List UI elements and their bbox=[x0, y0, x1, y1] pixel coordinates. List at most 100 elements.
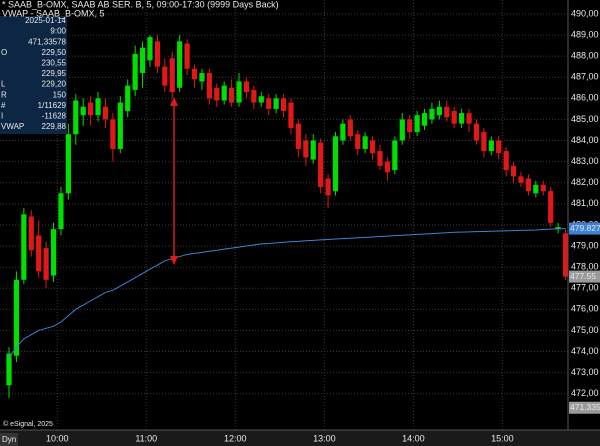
candle-body bbox=[191, 68, 198, 80]
candle-body bbox=[80, 106, 86, 116]
data-window bbox=[0, 16, 67, 134]
candle-body bbox=[139, 47, 146, 74]
candle-body bbox=[436, 106, 442, 116]
candle-body bbox=[421, 113, 428, 126]
vwap-line bbox=[8, 228, 566, 359]
tab[interactable] bbox=[0, 433, 18, 446]
price-tag bbox=[569, 401, 600, 414]
candle-body bbox=[310, 140, 316, 160]
data-window-value: 229,88 bbox=[42, 122, 67, 131]
candle-body bbox=[102, 106, 109, 120]
y-tick-label: 482,00 bbox=[571, 177, 599, 187]
y-tick-label: 481,00 bbox=[571, 198, 599, 208]
candle-body bbox=[169, 58, 175, 92]
data-window-value: 229,95 bbox=[42, 69, 67, 78]
candle-body bbox=[50, 229, 57, 276]
candle-body bbox=[355, 134, 361, 149]
candle-body bbox=[384, 161, 391, 173]
data-window-value: 2025-01-14 bbox=[25, 16, 66, 25]
candle-body bbox=[562, 233, 569, 277]
y-tick-label: 483,00 bbox=[571, 156, 599, 166]
y-tick-label: 473,00 bbox=[571, 367, 599, 377]
candle-body bbox=[229, 87, 235, 103]
candle-body bbox=[340, 123, 346, 141]
candle-body bbox=[73, 100, 79, 135]
candle-body bbox=[125, 85, 131, 111]
y-tick-label: 487,00 bbox=[571, 72, 599, 82]
y-tick-label: 488,00 bbox=[571, 50, 599, 60]
candle-body bbox=[332, 136, 339, 192]
candle-body bbox=[459, 113, 465, 124]
candle-body bbox=[555, 227, 561, 230]
candle-body bbox=[43, 248, 49, 280]
candle-body bbox=[236, 81, 242, 103]
data-window-label: L bbox=[1, 80, 6, 89]
candle-body bbox=[206, 73, 212, 99]
candle-body bbox=[251, 89, 257, 103]
time-axis bbox=[0, 430, 600, 446]
candle-body bbox=[132, 54, 138, 90]
candle-body bbox=[21, 214, 27, 280]
y-tick-label: 479,00 bbox=[571, 240, 599, 250]
candle-body bbox=[518, 176, 524, 183]
candle-body bbox=[540, 184, 546, 192]
data-window-label: R bbox=[1, 90, 7, 99]
x-tick-label: 12:00 bbox=[224, 433, 247, 443]
candle-body bbox=[258, 96, 264, 103]
candle-body bbox=[280, 98, 287, 111]
candle-body bbox=[473, 123, 480, 141]
y-tick-label: 486,00 bbox=[571, 93, 599, 103]
price-tag-label: 477.55 bbox=[570, 271, 596, 281]
candle-body bbox=[369, 140, 376, 154]
candle-body bbox=[488, 140, 494, 152]
candle-body bbox=[510, 165, 517, 177]
x-tick-label: 11:00 bbox=[135, 433, 157, 443]
candle-body bbox=[414, 115, 420, 133]
candle-body bbox=[214, 87, 220, 101]
candle-body bbox=[177, 41, 183, 88]
candle-body bbox=[548, 191, 554, 223]
price-tag-label: 471.335 bbox=[570, 402, 600, 412]
candle-body bbox=[288, 102, 294, 128]
chart-title: * SAAB_B-OMX, SAAB AB SER. B, 5, 09:00-1… bbox=[2, 0, 279, 9]
y-tick-label: 475,00 bbox=[571, 325, 599, 335]
data-window-value: 230,55 bbox=[42, 59, 67, 68]
candle-body bbox=[117, 102, 123, 149]
candle-body bbox=[303, 140, 309, 158]
candle-body bbox=[58, 193, 64, 230]
candle-body bbox=[481, 132, 487, 152]
x-tick-label: 14:00 bbox=[402, 433, 425, 443]
candle-body bbox=[221, 85, 227, 101]
data-window-value: 9:00 bbox=[50, 27, 66, 36]
candle-body bbox=[503, 151, 509, 171]
data-window-value: 1/11629 bbox=[38, 101, 67, 110]
candle-body bbox=[347, 119, 353, 137]
candle-body bbox=[533, 184, 539, 194]
data-window-value: 471,33578 bbox=[28, 37, 66, 46]
candle-body bbox=[295, 123, 301, 149]
y-tick-label: 474,00 bbox=[571, 346, 599, 356]
candle-body bbox=[444, 106, 450, 118]
y-tick-label: 485,00 bbox=[571, 114, 599, 124]
x-tick-label: 13:00 bbox=[313, 433, 336, 443]
candle-body bbox=[399, 119, 405, 141]
candle-body bbox=[466, 113, 472, 124]
candle-body bbox=[496, 140, 502, 154]
axis-labels: 472,00 473,00 474,00 475,00 476,00 477,00 478,… bbox=[46, 8, 600, 443]
x-tick-label: 15:00 bbox=[491, 433, 514, 443]
candle-body bbox=[199, 73, 205, 82]
y-tick-label: 472,00 bbox=[571, 388, 599, 398]
y-tick-label: 478,00 bbox=[571, 261, 599, 271]
candle-body bbox=[36, 235, 42, 272]
candle-body bbox=[243, 81, 250, 92]
candle-body bbox=[147, 37, 153, 61]
tab-label[interactable]: Dyn bbox=[2, 435, 16, 444]
data-window-label: O bbox=[1, 48, 7, 57]
candle-body bbox=[13, 279, 20, 356]
candle-body bbox=[88, 102, 94, 116]
candle-body bbox=[266, 98, 272, 109]
price-tag bbox=[569, 222, 600, 235]
y-tick-label: 484,00 bbox=[571, 135, 599, 145]
candle-body bbox=[154, 41, 160, 67]
